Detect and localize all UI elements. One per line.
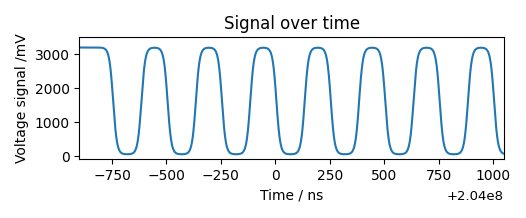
- Text: +2.04e8: +2.04e8: [447, 190, 504, 203]
- X-axis label: Time / ns: Time / ns: [260, 189, 323, 203]
- Title: Signal over time: Signal over time: [224, 15, 360, 33]
- Y-axis label: Voltage signal /mV: Voltage signal /mV: [15, 34, 29, 163]
